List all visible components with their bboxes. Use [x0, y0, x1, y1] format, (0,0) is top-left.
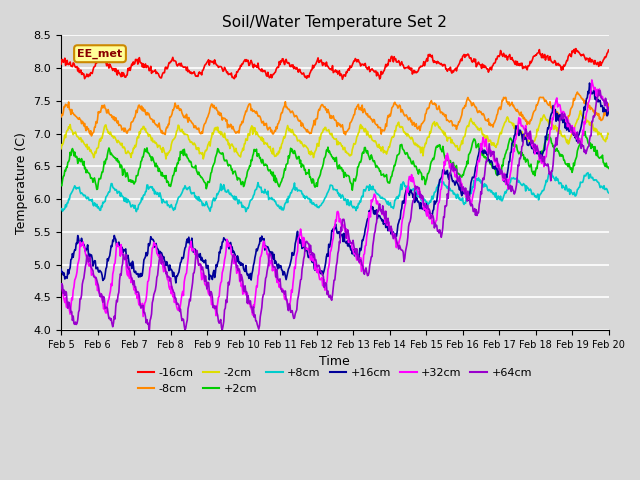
Title: Soil/Water Temperature Set 2: Soil/Water Temperature Set 2 — [222, 15, 447, 30]
Text: EE_met: EE_met — [77, 48, 123, 59]
Legend: -16cm, -8cm, -2cm, +2cm, +8cm, +16cm, +32cm, +64cm: -16cm, -8cm, -2cm, +2cm, +8cm, +16cm, +3… — [133, 364, 536, 398]
X-axis label: Time: Time — [319, 355, 350, 369]
Y-axis label: Temperature (C): Temperature (C) — [15, 132, 28, 234]
